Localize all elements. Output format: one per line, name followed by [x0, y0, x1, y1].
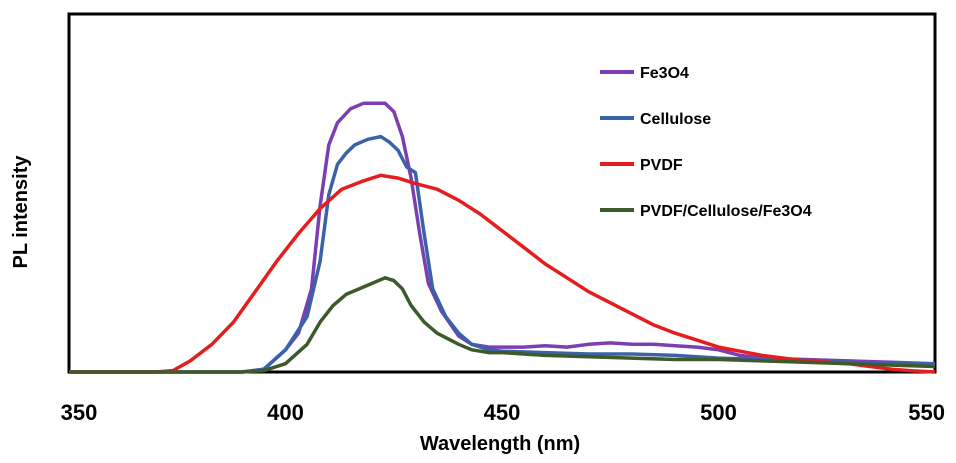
plot-area-frame	[67, 12, 937, 374]
legend-label: Cellulose	[640, 111, 711, 128]
series-line-0	[69, 101, 936, 374]
legend-label: PVDF/Cellulose/Fe3O4	[640, 203, 812, 220]
y-axis-title: PL intensity	[10, 155, 32, 269]
series-line-3	[69, 276, 936, 374]
x-tick-label: 450	[484, 400, 521, 425]
x-tick-label: 550	[908, 400, 945, 425]
x-tick-labels: 350 400 450 500 550	[61, 400, 945, 425]
x-tick-label: 500	[700, 400, 737, 425]
x-tick-label: 350	[61, 400, 98, 425]
x-tick-label: 400	[267, 400, 304, 425]
x-axis-title: Wavelength (nm)	[420, 433, 580, 455]
legend: Fe3O4 Cellulose PVDF PVDF/Cellulose/Fe3O4	[600, 65, 812, 220]
series-line-2	[69, 173, 936, 374]
series-line-1	[69, 134, 935, 374]
legend-label: Fe3O4	[640, 65, 689, 82]
series-layer	[69, 101, 936, 374]
legend-label: PVDF	[640, 157, 683, 174]
